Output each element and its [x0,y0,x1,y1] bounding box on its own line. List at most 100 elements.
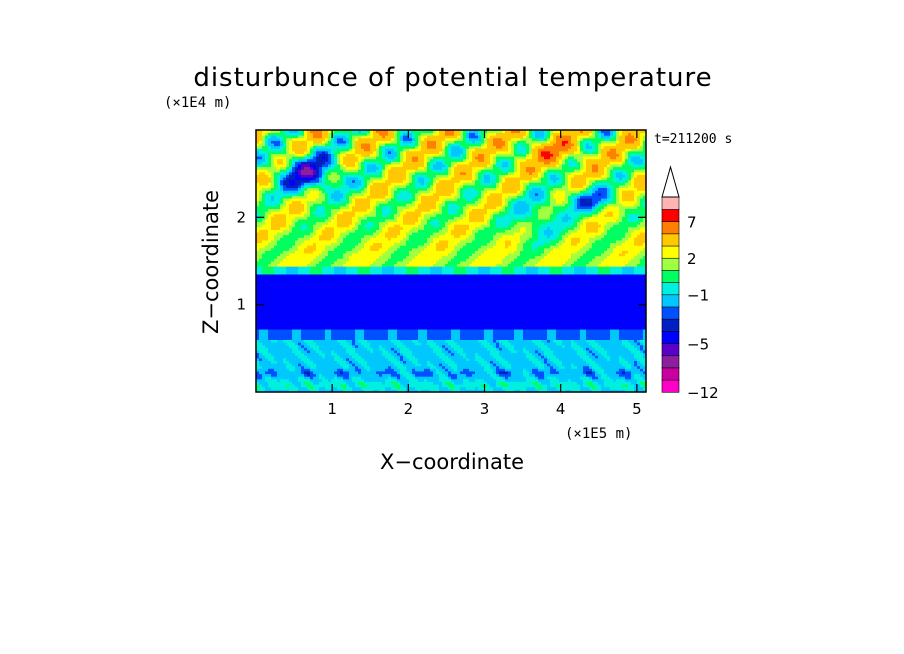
contour-cell [610,200,617,204]
contour-cell [607,229,629,233]
contour-cell [622,342,632,346]
contour-cell [304,182,317,186]
contour-cell [415,174,428,178]
contour-cell [283,187,299,191]
contour-cell [496,339,500,343]
contour-cell [502,363,512,367]
contour-cell [526,150,530,154]
contour-cell [310,179,320,183]
contour-cell [343,158,359,162]
contour-cell [439,234,455,238]
contour-cell [613,177,620,181]
contour-cell [466,140,473,144]
contour-cell [601,232,608,236]
colorbar-swatch [661,269,680,283]
contour-cell [454,164,458,168]
contour-cell [352,140,356,144]
contour-cell [433,182,437,186]
contour-cell [379,153,383,157]
contour-cell [430,216,455,220]
contour-cell [400,245,419,249]
contour-cell [502,258,515,262]
contour-cell [601,148,611,152]
contour-cell [550,271,563,275]
contour-cell [577,135,590,139]
contour-cell [547,336,557,340]
contour-cell [628,179,632,183]
contour-cell [445,360,455,364]
contour-cell [355,368,362,372]
contour-cell [364,179,368,183]
contour-cell [532,381,539,385]
contour-cell [316,229,323,233]
contour-cell [490,365,497,369]
contour-cell [640,250,646,254]
contour-cell [403,135,410,139]
contour-cell [265,135,269,139]
contour-cell [619,130,623,134]
contour-cell [481,355,494,359]
contour-cell [376,211,383,215]
contour-cell [589,261,602,265]
contour-cell [532,198,542,202]
contour-cell [289,247,299,251]
contour-cell [643,363,646,367]
contour-cell [430,164,434,168]
contour-cell [265,190,275,194]
contour-cell [484,135,488,139]
contour-cell [325,192,329,196]
contour-cell [601,177,608,181]
contour-cell [355,143,362,147]
contour-cell [439,219,449,223]
contour-cell [403,153,407,157]
contour-cell [400,153,404,157]
contour-cell [637,234,646,238]
contour-cell [370,237,389,241]
contour-cell [553,352,578,356]
contour-cell [571,192,578,196]
contour-cell [421,219,428,223]
contour-cell [394,158,401,162]
contour-cell [331,352,338,356]
contour-cell [370,153,377,157]
contour-cell [454,234,461,238]
contour-cell [292,334,302,338]
contour-cell [628,219,638,223]
contour-cell [511,140,518,144]
contour-cell [607,247,614,251]
contour-cell [430,208,440,212]
contour-cell [571,389,581,392]
contour-cell [553,219,563,223]
contour-cell [352,226,359,230]
contour-cell [412,368,416,372]
contour-cell [538,365,545,369]
contour-cell [406,232,413,236]
contour-cell [304,371,311,375]
contour-cell [550,363,557,367]
contour-cell [307,224,314,228]
contour-cell [346,182,362,186]
contour-cell [445,224,449,228]
y-scale-label: (×1E4 m) [164,95,231,111]
contour-cell [304,344,311,348]
contour-cell [358,156,365,160]
contour-cell [319,166,323,170]
contour-cell [640,350,644,354]
contour-cell [637,145,641,149]
contour-cell [568,164,578,168]
contour-cell [403,360,407,364]
contour-cell [322,174,326,178]
contour-cell [277,255,287,259]
contour-cell [391,237,404,241]
contour-cell [622,150,626,154]
contour-cell [580,143,584,147]
contour-cell [292,195,308,199]
contour-cell [562,164,569,168]
contour-cell [307,355,323,359]
contour-cell [301,363,308,367]
contour-cell [580,334,587,338]
contour-cell [448,166,452,170]
contour-cell [292,158,299,162]
contour-cell [622,216,629,220]
contour-cell [607,232,626,236]
